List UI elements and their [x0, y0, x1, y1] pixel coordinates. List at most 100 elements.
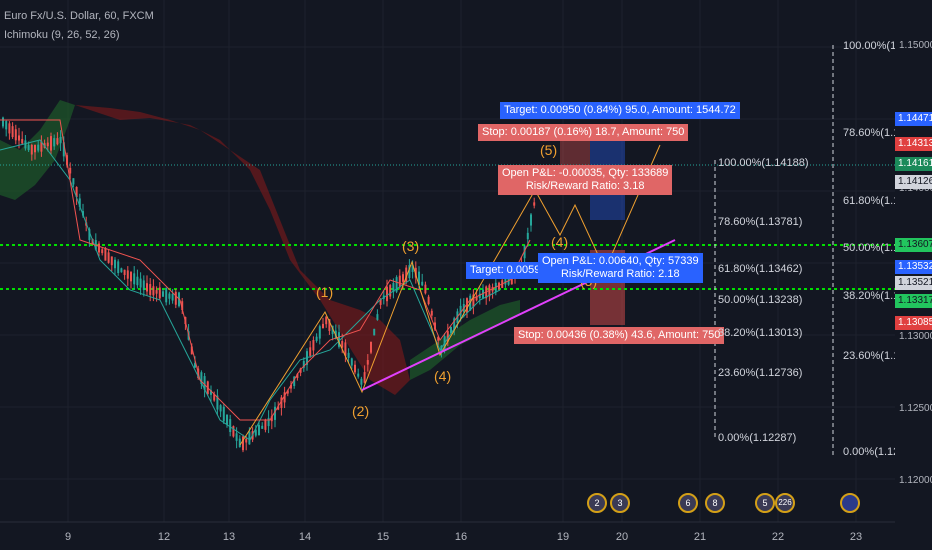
time-tick: 23: [849, 531, 863, 543]
candle-body: [210, 390, 212, 395]
candle-body: [258, 424, 260, 436]
target-label-2[interactable]: Target: 0.0059: [466, 262, 545, 279]
candle-body: [286, 390, 289, 394]
mid-fib-382: 38.20%(1.13013): [718, 327, 803, 339]
candle-body: [162, 291, 164, 297]
candle-body: [325, 316, 328, 325]
candle-body: [120, 268, 123, 273]
price-label-level-upper: 1.13607: [895, 238, 932, 252]
event-flag-icon[interactable]: 3: [610, 493, 630, 513]
time-tick: 16: [454, 531, 468, 543]
price-label-current: 1.14161: [895, 157, 932, 171]
candle-body: [245, 438, 248, 443]
candle-body: [14, 129, 17, 141]
candle-body: [283, 392, 286, 403]
candle-body: [347, 352, 350, 358]
target-label-1[interactable]: Target: 0.00950 (0.84%) 95.0, Amount: 15…: [500, 102, 740, 119]
event-flag-icon[interactable]: 6: [678, 493, 698, 513]
candle-body: [5, 121, 8, 130]
candle-body: [440, 345, 443, 353]
event-flag-icon[interactable]: 8: [705, 493, 725, 513]
candle-body: [475, 296, 478, 301]
candle-body: [408, 265, 411, 279]
candle-body: [101, 249, 104, 254]
event-flag-icon[interactable]: 2: [587, 493, 607, 513]
candle-body: [238, 438, 241, 448]
candle-body: [434, 322, 436, 330]
candle-body: [107, 252, 110, 263]
open-pl-box-2[interactable]: Open P&L: 0.00640, Qty: 57339 Risk/Rewar…: [538, 253, 703, 283]
candle-body: [235, 433, 238, 441]
candle-body: [232, 426, 235, 437]
candle-body: [229, 419, 232, 433]
candle-body: [264, 419, 267, 430]
candle-body: [379, 298, 382, 305]
time-tick: 14: [298, 531, 312, 543]
candle-body: [62, 142, 65, 157]
candle-body: [453, 318, 456, 329]
candle-body: [222, 406, 225, 422]
candle-body: [30, 144, 33, 155]
time-tick: 20: [615, 531, 629, 543]
price-label-stop-2: 1.13085: [895, 316, 932, 330]
candle-body: [242, 436, 244, 451]
candle-body: [158, 287, 161, 299]
candle-body: [533, 202, 536, 206]
candle-body: [299, 368, 302, 373]
candle-body: [350, 358, 353, 366]
wave-label-4: (4): [434, 368, 452, 384]
candle-body: [421, 281, 424, 286]
right-fib-236: 23.60%(1.1: [843, 350, 895, 362]
candle-body: [398, 275, 401, 287]
stop-label-1[interactable]: Stop: 0.00187 (0.16%) 18.7, Amount: 750: [478, 124, 689, 141]
candle-body: [21, 138, 24, 144]
symbol-title[interactable]: Euro Fx/U.S. Dollar, 60, FXCM: [4, 10, 154, 22]
candle-body: [11, 126, 14, 138]
price-axis-bg: [895, 0, 932, 550]
candle-body: [216, 395, 219, 410]
candle-body: [405, 267, 408, 282]
event-flag-icon[interactable]: 226: [775, 493, 795, 513]
candle-body: [459, 305, 462, 316]
event-globe-icon[interactable]: [840, 493, 860, 513]
open-pl-1: Open P&L: -0.00035, Qty: 133689: [502, 167, 669, 179]
candle-body: [50, 136, 52, 151]
candle-body: [530, 214, 532, 226]
candle-body: [274, 406, 276, 420]
candle-body: [149, 284, 152, 295]
candle-body: [126, 270, 129, 279]
candle-body: [27, 145, 30, 151]
open-pl-box-1[interactable]: Open P&L: -0.00035, Qty: 133689 Risk/Rew…: [498, 165, 673, 195]
time-tick: 19: [556, 531, 570, 543]
candle-body: [104, 248, 107, 261]
candle-body: [72, 178, 75, 185]
candle-body: [402, 274, 404, 282]
candle-body: [280, 397, 283, 408]
candle-body: [181, 301, 184, 311]
candle-body: [78, 198, 81, 207]
event-flag-icon[interactable]: 5: [755, 493, 775, 513]
candle-body: [261, 425, 264, 429]
time-tick: 12: [157, 531, 171, 543]
candle-body: [331, 325, 334, 335]
right-fib-618: 61.80%(1.1: [843, 195, 895, 207]
risk-reward-2: Risk/Reward Ratio: 2.18: [560, 268, 680, 280]
price-tick: 1.15000: [899, 40, 932, 51]
mid-fib-0: 0.00%(1.12287): [718, 432, 797, 444]
stop-label-2[interactable]: Stop: 0.00436 (0.38%) 43.6, Amount: 750: [514, 327, 725, 344]
candle-body: [507, 273, 510, 285]
candle-body: [155, 290, 158, 294]
candle-body: [450, 327, 452, 333]
indicator-legend[interactable]: Ichimoku (9, 26, 52, 26): [4, 29, 120, 41]
candle-body: [34, 145, 36, 153]
ichimoku-base-line: [0, 119, 531, 421]
candle-body: [338, 332, 340, 347]
candle-body: [389, 285, 392, 297]
candle-body: [290, 384, 292, 389]
wave-label-5: (5): [540, 142, 558, 158]
candle-body: [219, 405, 222, 412]
candle-body: [328, 319, 331, 331]
candle-body: [392, 283, 395, 293]
mid-fib-100: 100.00%(1.14188): [718, 157, 809, 169]
candle-body: [2, 117, 4, 127]
